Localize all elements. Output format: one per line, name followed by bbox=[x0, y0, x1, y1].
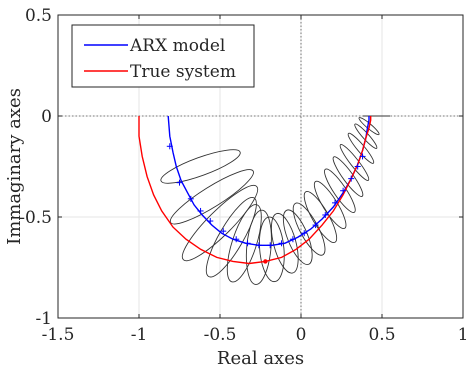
plot-frame bbox=[57, 14, 464, 319]
arx-marker bbox=[267, 242, 274, 249]
arx-marker bbox=[312, 222, 319, 229]
x-tick-label: -0.5 bbox=[204, 325, 237, 345]
uncertainty-ellipse bbox=[258, 216, 285, 283]
arx-marker bbox=[332, 199, 339, 206]
y-axis-label: Immaginary axes bbox=[4, 88, 25, 245]
arx-marker bbox=[207, 218, 214, 225]
arx-marker bbox=[255, 242, 262, 249]
uncertainty-ellipse bbox=[245, 209, 272, 285]
uncertainty-ellipse bbox=[354, 123, 378, 149]
x-tick-label: -1 bbox=[131, 325, 148, 345]
arx-marker bbox=[166, 143, 173, 150]
uncertainty-ellipse bbox=[324, 168, 356, 213]
arx-marker bbox=[176, 179, 183, 186]
y-tick-label: 0 bbox=[41, 107, 52, 127]
legend-label-true-system: True system bbox=[130, 62, 236, 82]
uncertainty-ellipses bbox=[160, 115, 391, 285]
x-axis-label: Real axes bbox=[217, 348, 304, 369]
x-tick-label: 0.5 bbox=[368, 325, 395, 345]
arx-marker bbox=[301, 230, 308, 237]
arx-marker bbox=[187, 195, 194, 202]
uncertainty-ellipse bbox=[332, 156, 364, 197]
arx-marker bbox=[278, 240, 285, 247]
series-markers bbox=[166, 143, 366, 264]
uncertainty-ellipse bbox=[339, 143, 370, 181]
arx-marker bbox=[220, 228, 227, 235]
uncertainty-ellipse bbox=[270, 212, 299, 274]
arx-marker bbox=[233, 236, 240, 243]
arx-marker bbox=[348, 175, 355, 182]
arx-marker bbox=[340, 187, 347, 194]
uncertainty-ellipse bbox=[160, 149, 241, 184]
uncertainty-ellipse bbox=[181, 184, 259, 262]
x-tick-label: 1 bbox=[458, 325, 469, 345]
legend: ARX model True system bbox=[71, 24, 255, 88]
y-tick-label: -1 bbox=[35, 309, 52, 329]
legend-label-arx-model: ARX model bbox=[129, 36, 225, 56]
legend-box bbox=[71, 24, 255, 88]
arx-marker bbox=[354, 163, 361, 170]
arx-marker bbox=[289, 236, 296, 243]
x-tick-label: -1.5 bbox=[42, 325, 75, 345]
y-tick-label: -0.5 bbox=[19, 208, 52, 228]
true-system-marker bbox=[263, 259, 268, 264]
series-line-true-system bbox=[138, 116, 372, 265]
x-tick-label: 0 bbox=[296, 325, 307, 345]
axis-ticks: -1.5 -1 -0.5 0 0.5 1-1-0.500.5 bbox=[19, 6, 468, 345]
arx-marker bbox=[322, 211, 329, 218]
y-tick-label: 0.5 bbox=[25, 6, 52, 26]
arx-marker bbox=[244, 240, 251, 247]
arx-marker bbox=[197, 207, 204, 214]
arx-marker bbox=[359, 153, 366, 160]
uncertainty-ellipse bbox=[313, 180, 347, 229]
uncertainty-ellipse bbox=[169, 169, 254, 225]
